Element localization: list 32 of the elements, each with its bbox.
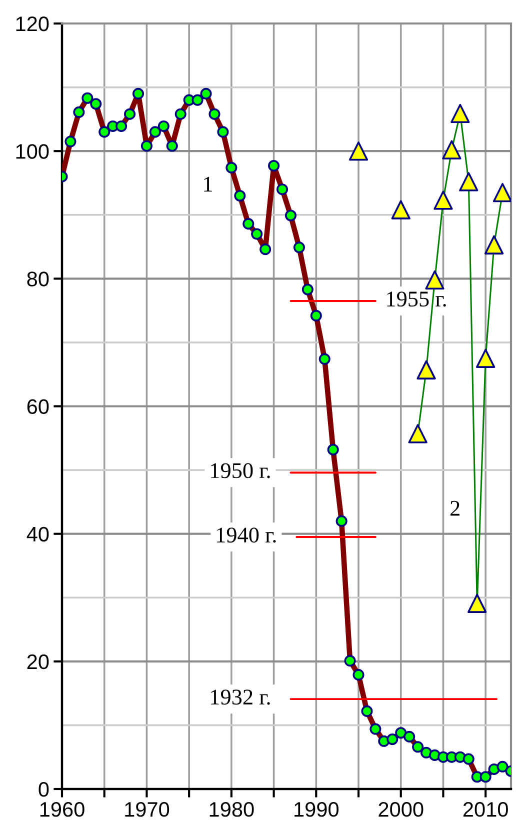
y-tick-label: 100 [16, 144, 49, 159]
point [459, 172, 478, 192]
x-tick-label: 2010 [463, 802, 508, 817]
point [416, 360, 436, 380]
point [450, 104, 470, 124]
x-tick-label: 1960 [40, 802, 84, 817]
y-tick-label: 20 [27, 654, 49, 670]
y-tick-label: 0 [38, 782, 49, 797]
y-tick-label: 120 [16, 16, 49, 32]
point [468, 594, 487, 613]
x-tick-label: 2000 [378, 802, 424, 817]
y-tick-label: 60 [27, 399, 49, 414]
point [484, 235, 504, 254]
point [476, 348, 496, 368]
annotation: 1955 г. [387, 292, 446, 307]
annotation: 1 [204, 176, 212, 192]
annotation: 1950 г. [211, 463, 270, 478]
annotation: 1940 г. [217, 528, 276, 543]
annotation: 1932 г. [211, 690, 270, 705]
point [492, 182, 511, 202]
x-tick-label: 1970 [125, 802, 170, 817]
annotation: 2 [450, 500, 460, 516]
x-tick-label: 1990 [294, 802, 339, 817]
point [425, 270, 444, 290]
point [348, 142, 368, 161]
y-tick-label: 40 [26, 526, 49, 542]
point [408, 424, 428, 444]
x-tick-label: 1980 [210, 802, 254, 817]
point [442, 140, 462, 160]
point [391, 200, 410, 220]
y-tick-label: 80 [27, 272, 49, 286]
point [434, 190, 453, 210]
